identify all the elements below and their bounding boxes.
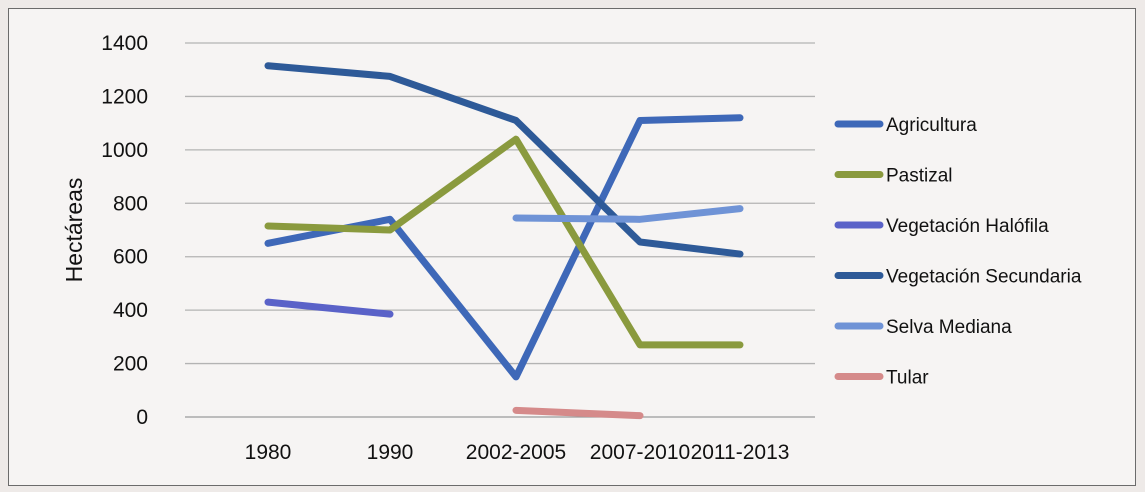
legend-label: Vegetación Secundaria (886, 267, 1082, 288)
y-tick-label: 200 (113, 353, 148, 376)
legend-label: Agricultura (886, 115, 977, 136)
x-tick-label: 2002-2005 (466, 441, 566, 464)
y-tick-label: 400 (113, 299, 148, 322)
series-lines (264, 62, 744, 420)
x-tick-label: 1990 (367, 441, 414, 464)
y-tick-label: 0 (136, 406, 148, 429)
legend-label: Selva Mediana (886, 317, 1012, 338)
x-tick-label: 2011-2013 (691, 441, 790, 464)
y-axis-ticks: 0 200 400 600 800 1000 1200 1400 (101, 32, 148, 429)
x-tick-label: 2007-2010 (590, 441, 690, 464)
series-line-vegetación-secundaria (264, 62, 744, 258)
legend-label: Vegetación Halófila (886, 216, 1049, 237)
series-line-tular (512, 406, 644, 420)
series-line-vegetación-halófila (264, 298, 394, 318)
y-tick-label: 1200 (101, 85, 148, 108)
legend-label: Tular (886, 368, 929, 389)
y-tick-label: 1400 (101, 32, 148, 55)
y-tick-label: 600 (113, 246, 148, 269)
chart-frame (8, 8, 1136, 486)
x-tick-label: 1980 (245, 441, 292, 464)
y-axis-label: Hectáreas (61, 178, 87, 283)
y-tick-label: 1000 (101, 139, 148, 162)
series-line-pastizal (264, 135, 744, 349)
x-axis-ticks: 1980 1990 2002-2005 2007-2010 2011-2013 (245, 441, 790, 464)
legend-label: Pastizal (886, 166, 953, 187)
series-line-selva-mediana (512, 205, 744, 223)
y-tick-label: 800 (113, 192, 148, 215)
legend: Agricultura Pastizal Vegetación Halófila Ve… (834, 115, 1082, 389)
